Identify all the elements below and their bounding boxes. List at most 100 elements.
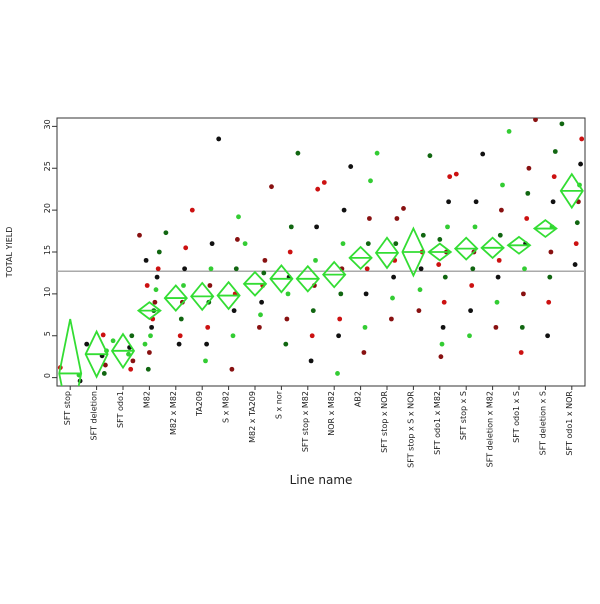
data-point	[155, 266, 161, 272]
data-point	[203, 358, 208, 364]
data-point	[189, 207, 195, 213]
data-point	[129, 333, 135, 339]
data-point	[295, 150, 301, 156]
x-tick-label: SFT odo1 x S	[512, 391, 521, 443]
data-point	[242, 241, 248, 247]
data-point	[181, 283, 186, 288]
data-point	[321, 180, 327, 185]
data-point	[445, 224, 450, 230]
data-point	[336, 333, 341, 339]
data-point	[143, 257, 149, 263]
data-point	[362, 324, 368, 330]
data-point	[144, 283, 150, 288]
data-point	[341, 207, 347, 213]
data-point	[183, 245, 189, 251]
data-point	[148, 333, 153, 339]
data-point	[550, 199, 556, 205]
data-point	[453, 171, 459, 177]
y-axis-label: TOTAL YIELD	[5, 227, 14, 279]
data-point	[494, 299, 500, 305]
data-point	[338, 291, 344, 297]
data-point	[231, 308, 237, 314]
data-point	[178, 316, 184, 322]
data-point	[309, 333, 315, 339]
data-point	[391, 274, 396, 280]
data-point	[103, 362, 108, 368]
mean-diamond	[216, 280, 241, 311]
data-point	[285, 291, 291, 297]
x-tick-label: NOR x M82	[327, 391, 336, 436]
y-tick-label: 25	[43, 161, 52, 171]
x-tick-label: M82 x TA209	[248, 391, 257, 443]
data-point	[468, 308, 473, 314]
data-point	[310, 308, 316, 314]
data-point	[137, 232, 142, 238]
x-tick-label: SFT odo1 x M82	[433, 391, 442, 455]
data-point	[420, 232, 426, 238]
data-point	[473, 199, 479, 205]
data-point	[545, 333, 550, 339]
data-point	[209, 241, 215, 247]
data-point	[524, 216, 530, 221]
data-point	[152, 299, 158, 305]
data-point	[438, 354, 444, 360]
data-point	[521, 291, 526, 297]
x-tick-label: SFT stop x S	[459, 391, 468, 440]
data-point	[177, 333, 183, 339]
data-point	[572, 262, 578, 267]
mean-diamond	[269, 263, 294, 294]
data-point	[261, 270, 267, 276]
mean-diamond	[401, 226, 426, 278]
data-point	[418, 266, 424, 272]
plot-frame	[56, 117, 586, 387]
data-point	[163, 230, 169, 236]
y-tick-label: 0	[43, 373, 52, 378]
data-point	[182, 266, 188, 272]
data-point	[149, 324, 155, 330]
mean-diamond	[295, 264, 320, 293]
mean-diamond	[110, 332, 136, 370]
data-point	[436, 262, 442, 267]
mean-diamond	[163, 284, 188, 312]
y-tick-label: 20	[43, 203, 52, 213]
data-point	[493, 324, 499, 330]
data-point	[340, 241, 346, 247]
mean-diamond	[322, 260, 347, 289]
data-point	[439, 341, 445, 347]
x-tick-label: SFT deletion x M82	[486, 391, 495, 467]
data-point	[427, 153, 433, 159]
data-point	[84, 341, 90, 347]
mean-diamond	[559, 172, 584, 210]
data-point	[269, 184, 274, 190]
data-point	[156, 249, 162, 255]
data-point	[236, 214, 241, 220]
data-point	[257, 324, 262, 330]
data-point	[548, 249, 554, 255]
data-point	[361, 350, 367, 355]
data-point	[235, 237, 240, 242]
x-tick-label: S x M82	[222, 391, 231, 423]
data-point	[204, 341, 210, 347]
data-point	[288, 224, 294, 230]
data-point	[394, 216, 400, 221]
data-point	[205, 324, 211, 330]
data-point	[368, 178, 373, 184]
x-tick-label: SFT deletion x S	[538, 391, 547, 455]
data-point	[546, 299, 552, 305]
data-point	[367, 216, 372, 221]
data-point	[128, 366, 134, 372]
data-point	[142, 341, 148, 347]
data-point	[579, 136, 585, 142]
data-point	[126, 351, 131, 357]
data-point	[559, 121, 565, 127]
data-point	[472, 224, 478, 230]
mean-diamond	[427, 242, 453, 262]
data-point	[499, 207, 504, 213]
data-point	[130, 358, 136, 364]
data-point	[308, 358, 314, 364]
y-tick-label: 30	[43, 119, 52, 129]
x-tick-label: SFT stop x NOR	[380, 391, 389, 453]
data-point	[401, 206, 406, 211]
data-point	[208, 266, 214, 272]
